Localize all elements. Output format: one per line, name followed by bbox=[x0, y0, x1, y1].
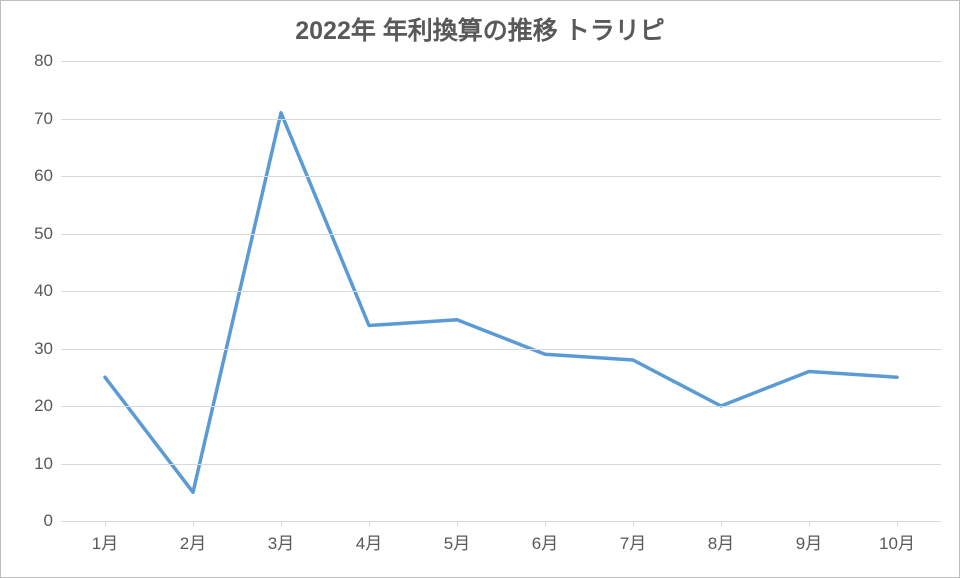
xtick-mark bbox=[545, 521, 546, 527]
ytick-label: 50 bbox=[34, 224, 61, 244]
xtick-label: 4月 bbox=[356, 529, 382, 554]
gridline bbox=[61, 176, 941, 177]
ytick-label: 20 bbox=[34, 396, 61, 416]
ytick-label: 80 bbox=[34, 51, 61, 71]
gridline bbox=[61, 61, 941, 62]
gridline bbox=[61, 406, 941, 407]
chart-title: 2022年 年利換算の推移 トラリピ bbox=[1, 11, 959, 47]
xtick-mark bbox=[281, 521, 282, 527]
ytick-label: 60 bbox=[34, 166, 61, 186]
xtick-mark bbox=[633, 521, 634, 527]
line-chart: 2022年 年利換算の推移 トラリピ 010203040506070801月2月… bbox=[0, 0, 960, 578]
xtick-label: 1月 bbox=[92, 529, 118, 554]
xtick-label: 8月 bbox=[708, 529, 734, 554]
gridline bbox=[61, 234, 941, 235]
xtick-label: 10月 bbox=[879, 529, 915, 554]
xtick-label: 5月 bbox=[444, 529, 470, 554]
ytick-label: 40 bbox=[34, 281, 61, 301]
xtick-mark bbox=[369, 521, 370, 527]
plot-area: 010203040506070801月2月3月4月5月6月7月8月9月10月 bbox=[61, 61, 941, 521]
xtick-label: 3月 bbox=[268, 529, 294, 554]
xtick-label: 2月 bbox=[180, 529, 206, 554]
xtick-label: 9月 bbox=[796, 529, 822, 554]
gridline bbox=[61, 119, 941, 120]
xtick-mark bbox=[721, 521, 722, 527]
xtick-mark bbox=[809, 521, 810, 527]
gridline bbox=[61, 464, 941, 465]
ytick-label: 0 bbox=[44, 511, 61, 531]
ytick-label: 30 bbox=[34, 339, 61, 359]
ytick-label: 10 bbox=[34, 454, 61, 474]
gridline bbox=[61, 291, 941, 292]
xtick-mark bbox=[897, 521, 898, 527]
xtick-mark bbox=[105, 521, 106, 527]
xtick-mark bbox=[193, 521, 194, 527]
gridline bbox=[61, 349, 941, 350]
xtick-label: 6月 bbox=[532, 529, 558, 554]
xtick-mark bbox=[457, 521, 458, 527]
xtick-label: 7月 bbox=[620, 529, 646, 554]
ytick-label: 70 bbox=[34, 109, 61, 129]
